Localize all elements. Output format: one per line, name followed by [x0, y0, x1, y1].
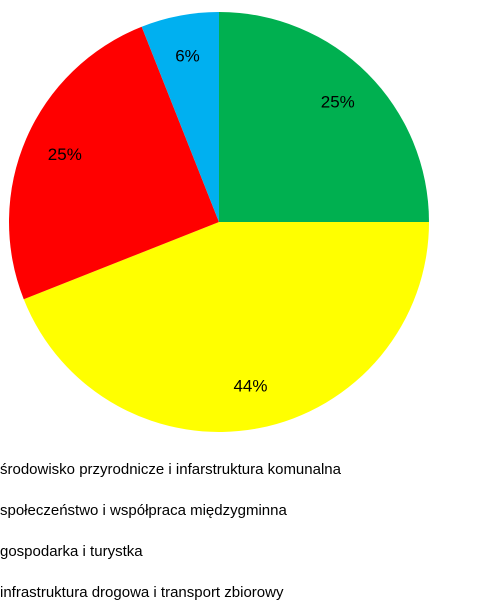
- pie-slice: [219, 12, 429, 222]
- legend-entry: społeczeństwo i współpraca międzygminna: [0, 502, 287, 519]
- slice-label: 6%: [175, 46, 200, 65]
- legend-entry: gospodarka i turystka: [0, 543, 143, 560]
- slice-label: 25%: [321, 93, 355, 112]
- pie-slice: [23, 222, 429, 433]
- pie-slice: [9, 26, 220, 300]
- slice-label: 25%: [48, 145, 82, 164]
- legend-entry: środowisko przyrodnicze i infarstruktura…: [0, 461, 342, 478]
- legend-entry: infrastruktura drogowa i transport zbior…: [0, 584, 284, 601]
- pie-slice: [141, 12, 219, 222]
- slice-label: 44%: [233, 377, 267, 396]
